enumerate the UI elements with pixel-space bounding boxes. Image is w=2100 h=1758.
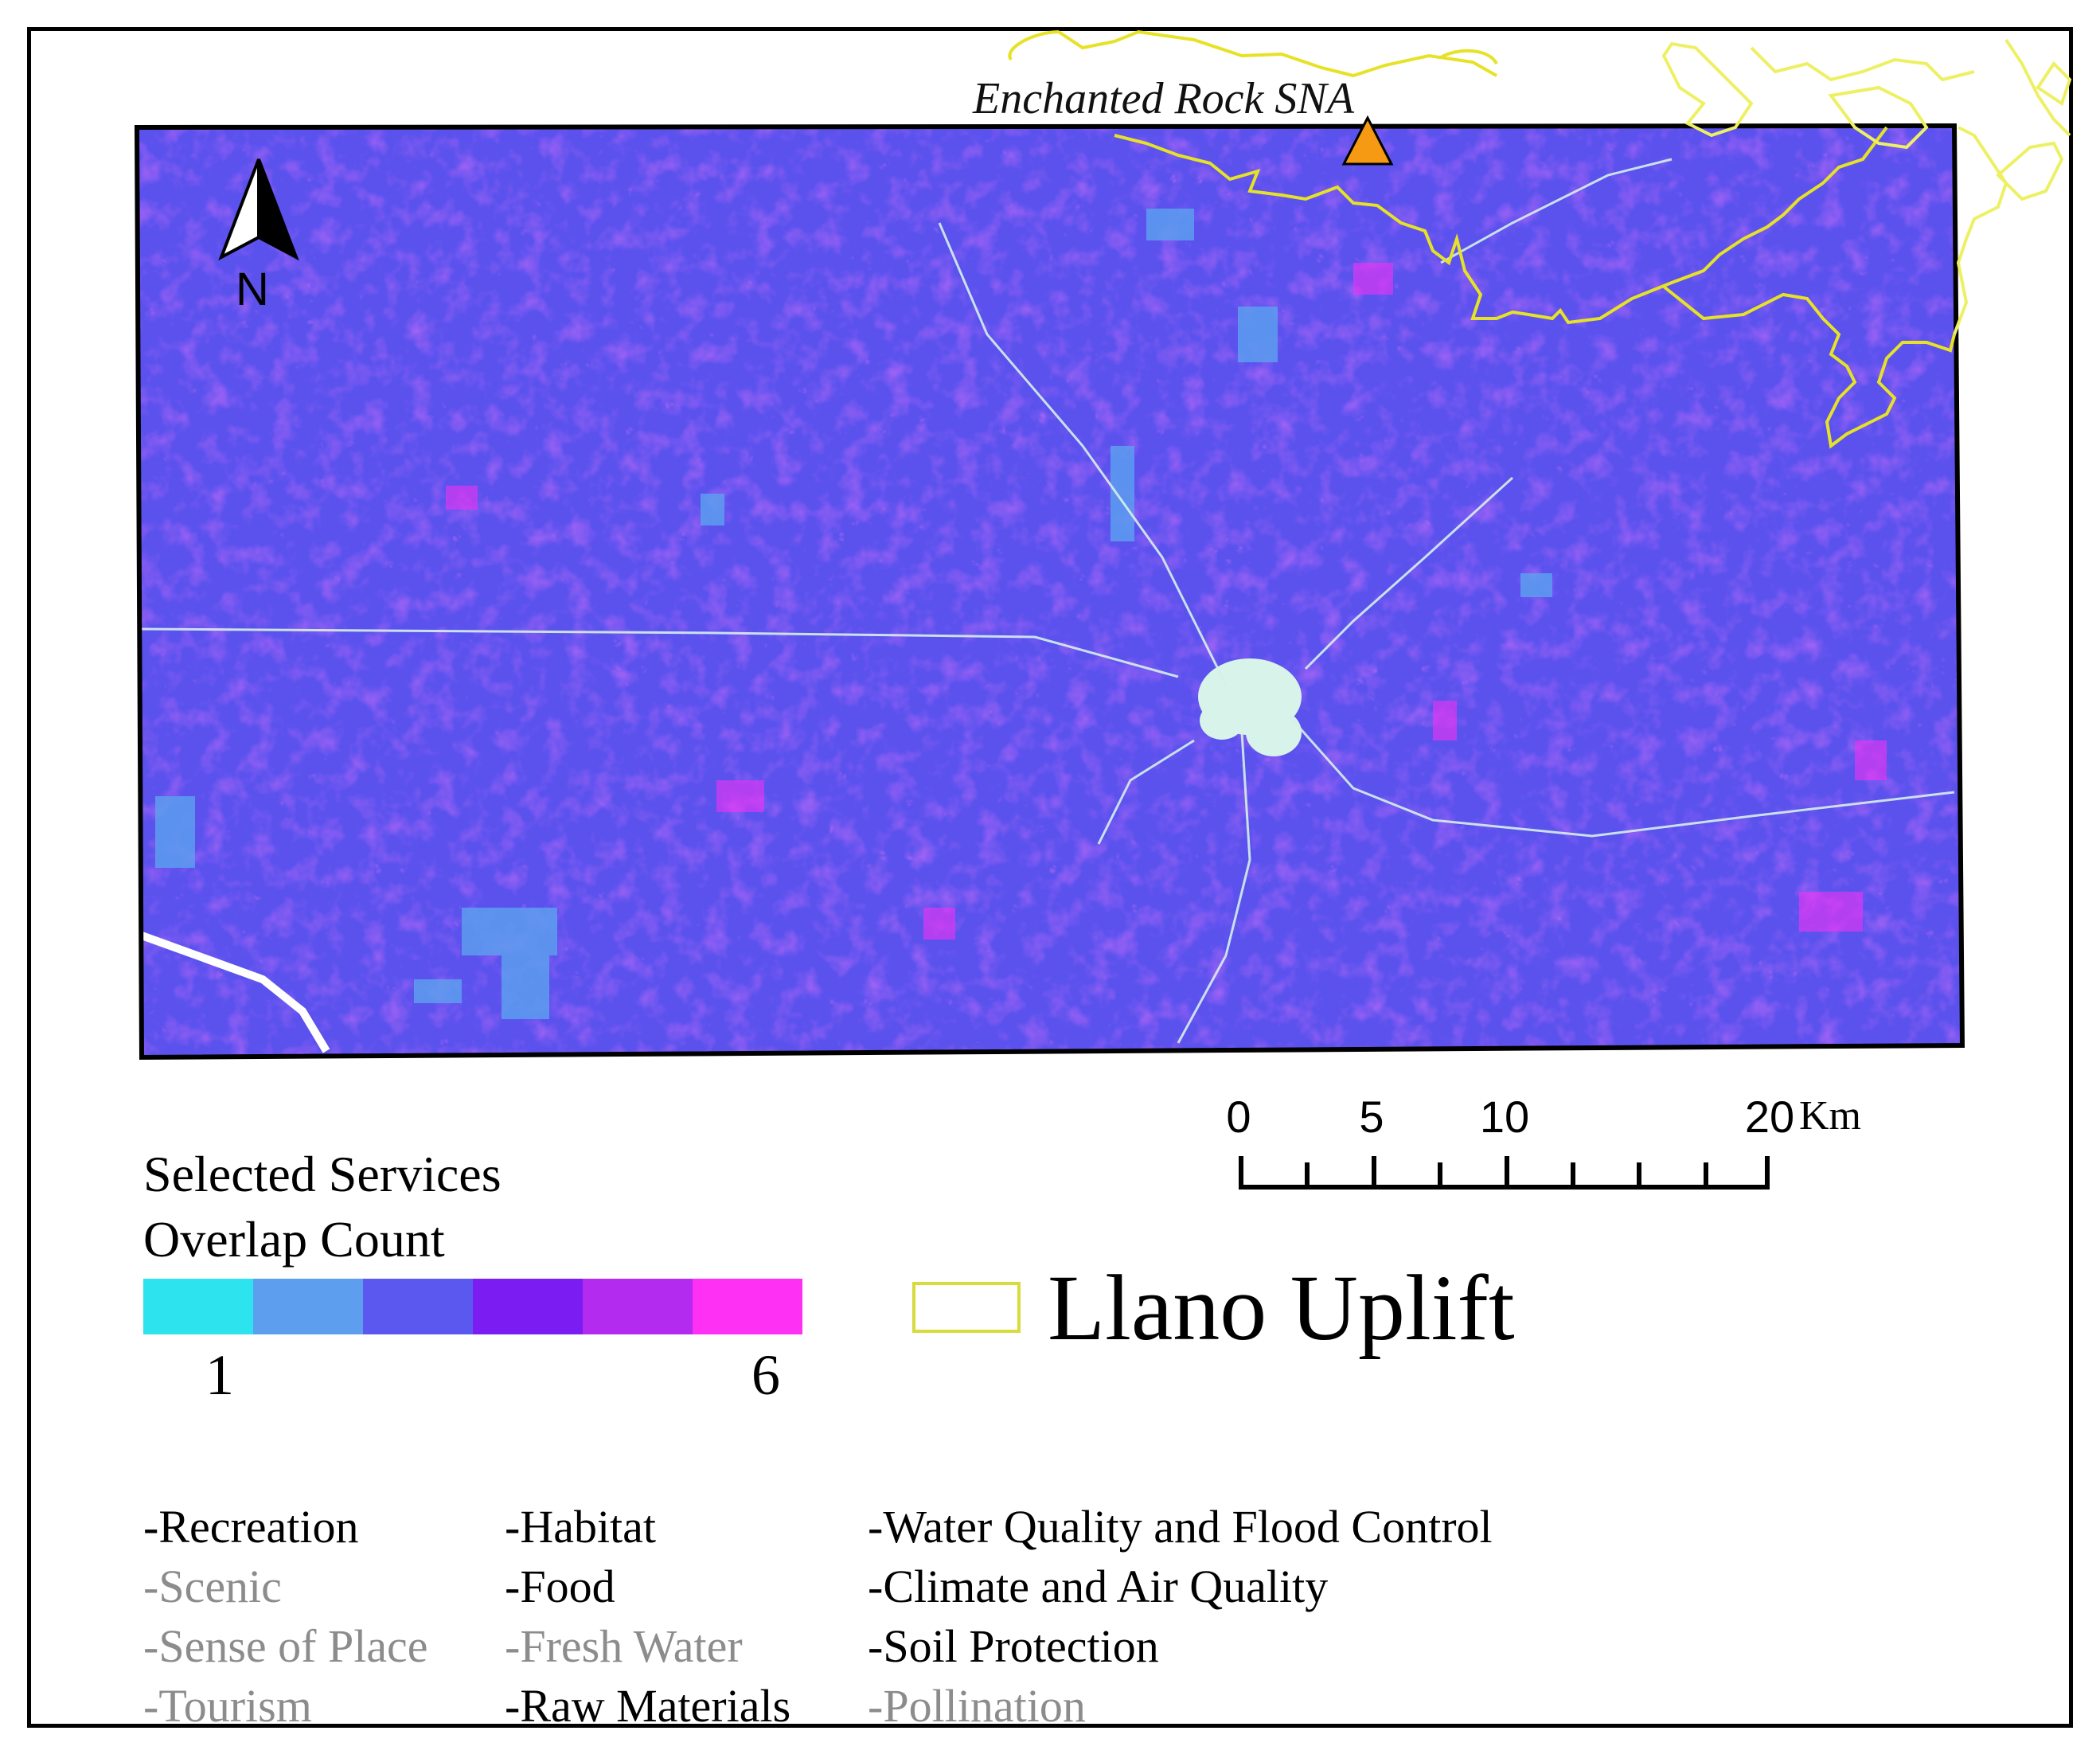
ramp-class-3 xyxy=(363,1279,473,1334)
scale-tick-mark xyxy=(1571,1162,1575,1190)
service-item: -Climate and Air Quality xyxy=(868,1561,1329,1612)
services-column-3: -Water Quality and Flood Control -Climate… xyxy=(868,1497,1493,1736)
enchanted-rock-label: Enchanted Rock SNA xyxy=(973,74,1354,123)
scale-tick-mark xyxy=(1305,1162,1310,1190)
service-item: -Fresh Water xyxy=(505,1620,743,1672)
color-ramp xyxy=(143,1279,802,1334)
legend-title: Selected Services Overlap Count xyxy=(143,1142,502,1272)
scale-tick-mark xyxy=(1704,1162,1708,1190)
llano-uplift-swatch xyxy=(912,1282,1021,1333)
services-column-1: -Recreation -Scenic -Sense of Place -Touris… xyxy=(143,1497,428,1736)
ramp-class-1 xyxy=(143,1279,253,1334)
study-area-outline xyxy=(134,123,1965,1061)
overlap-raster xyxy=(137,126,1962,1057)
scale-tick-mark xyxy=(1765,1156,1770,1190)
ramp-class-4 xyxy=(473,1279,583,1334)
enchanted-rock-marker xyxy=(1341,115,1394,166)
legend-title-line2: Overlap Count xyxy=(143,1211,445,1268)
ramp-max-label: 6 xyxy=(751,1343,780,1407)
north-label: N xyxy=(236,264,269,315)
service-item: -Sense of Place xyxy=(143,1620,428,1672)
scale-tick-5: 5 xyxy=(1359,1092,1384,1142)
scale-tick-mark xyxy=(1372,1156,1376,1190)
scale-tick-20: 20 xyxy=(1744,1092,1795,1142)
llano-uplift-boundary xyxy=(1008,29,2072,449)
scale-tick-mark xyxy=(1637,1162,1641,1190)
scale-tick-10: 10 xyxy=(1479,1092,1530,1142)
scale-line xyxy=(1239,1185,1770,1190)
service-item: -Pollination xyxy=(868,1680,1086,1732)
service-item: -Tourism xyxy=(143,1680,312,1732)
service-item: -Scenic xyxy=(143,1561,282,1612)
north-arrow-icon xyxy=(218,158,299,261)
scale-tick-mark xyxy=(1438,1162,1442,1190)
ramp-class-6 xyxy=(693,1279,802,1334)
llano-uplift-label: Llano Uplift xyxy=(1048,1256,1515,1360)
scale-tick-mark xyxy=(1239,1156,1243,1190)
legend-title-line1: Selected Services xyxy=(143,1146,502,1202)
scale-tick-mark xyxy=(1505,1156,1509,1190)
service-item: -Water Quality and Flood Control xyxy=(868,1501,1493,1553)
scale-bar: 0 5 10 20 Km xyxy=(1226,1091,1863,1210)
services-column-2: -Habitat -Food -Fresh Water -Raw Materials xyxy=(505,1497,790,1736)
service-item: -Soil Protection xyxy=(868,1620,1159,1672)
ramp-class-5 xyxy=(583,1279,693,1334)
scale-unit: Km xyxy=(1799,1093,1861,1139)
ramp-min-label: 1 xyxy=(205,1343,234,1407)
service-item: -Raw Materials xyxy=(505,1680,791,1732)
service-item: -Habitat xyxy=(505,1501,657,1553)
scale-tick-0: 0 xyxy=(1226,1092,1251,1142)
ramp-class-2 xyxy=(253,1279,363,1334)
service-item: -Recreation xyxy=(143,1501,359,1553)
service-item: -Food xyxy=(505,1561,615,1612)
